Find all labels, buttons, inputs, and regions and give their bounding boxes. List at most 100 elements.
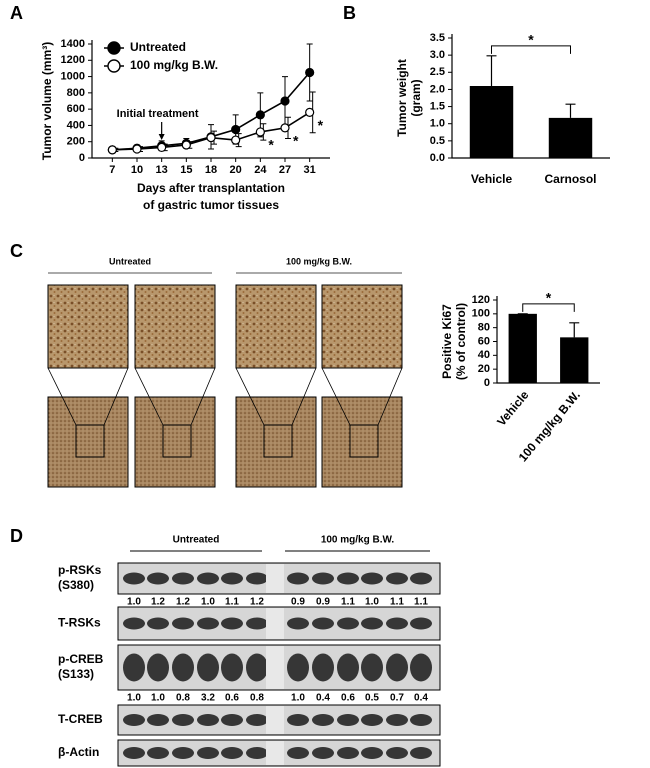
blot-band xyxy=(386,747,408,759)
blot-band xyxy=(337,617,359,630)
quant-label: 1.0 xyxy=(127,693,141,704)
point xyxy=(305,107,315,118)
blot-band xyxy=(410,714,432,726)
x-tick-label: Carnosol xyxy=(544,172,596,186)
legend-label: 100 mg/kg B.W. xyxy=(130,58,218,72)
zoom-lines xyxy=(235,367,317,426)
y-axis-label: (gram) xyxy=(409,79,423,116)
blot-band xyxy=(287,572,309,585)
y-tick-label: 120 xyxy=(472,294,490,306)
group-label: Untreated xyxy=(173,535,220,546)
y-tick-label: 40 xyxy=(478,349,490,361)
significance: * xyxy=(293,133,299,149)
x-tick-label: 10 xyxy=(131,164,143,176)
y-tick-label: 600 xyxy=(67,103,85,115)
blot-band xyxy=(147,617,169,630)
quant-label: 1.1 xyxy=(414,597,428,608)
row-label: (S133) xyxy=(58,667,94,681)
quant-label: 0.4 xyxy=(414,693,428,704)
bar xyxy=(508,313,537,383)
quant-label: 1.0 xyxy=(291,693,305,704)
micrograph xyxy=(47,396,129,488)
point xyxy=(107,145,117,155)
inset-box xyxy=(162,424,192,458)
blot-band xyxy=(361,572,383,585)
row-label: p-RSKs xyxy=(58,563,102,577)
point xyxy=(181,140,191,150)
zoom-lines xyxy=(134,367,216,426)
blot-band xyxy=(197,617,219,630)
row-label: p-CREB xyxy=(58,652,104,666)
quant-label: 0.9 xyxy=(291,597,305,608)
zoom-lines xyxy=(47,367,129,426)
group-label: Untreated xyxy=(109,256,151,266)
blot-band xyxy=(172,572,194,585)
y-tick-label: 0.0 xyxy=(430,152,445,164)
error-bar xyxy=(565,103,576,118)
blot-band xyxy=(410,653,432,682)
x-axis-label: of gastric tumor tissues xyxy=(143,198,279,212)
micrograph-zoom xyxy=(235,284,317,369)
row-label: T-RSKs xyxy=(58,616,101,630)
blot-band xyxy=(361,714,383,726)
y-tick-label: 1400 xyxy=(61,38,85,50)
micrograph-zoom xyxy=(47,284,129,369)
blot-band xyxy=(287,653,309,682)
blot-band xyxy=(123,617,145,630)
blot-band xyxy=(337,653,359,682)
x-tick-label: 13 xyxy=(156,164,168,176)
y-axis-label: (% of control) xyxy=(454,303,468,380)
quant-label: 0.5 xyxy=(365,693,379,704)
bar xyxy=(560,337,589,383)
y-tick-label: 1.0 xyxy=(430,118,445,130)
blot-band xyxy=(147,747,169,759)
quant-label: 1.0 xyxy=(201,597,215,608)
quant-label: 0.7 xyxy=(390,693,404,704)
significance: * xyxy=(546,290,552,306)
blot-band xyxy=(386,714,408,726)
blot-band xyxy=(123,714,145,726)
blot-band xyxy=(147,653,169,682)
blot-band xyxy=(246,747,268,759)
blot-band xyxy=(172,617,194,630)
error-bar xyxy=(569,322,580,338)
micrograph-zoom xyxy=(321,284,403,369)
y-tick-label: 80 xyxy=(478,322,490,334)
x-tick-label: Vehicle xyxy=(471,172,513,186)
blot-band xyxy=(172,747,194,759)
quant-label: 1.0 xyxy=(151,693,165,704)
micrograph-zoom xyxy=(134,284,216,369)
blot-band xyxy=(197,714,219,726)
panel-label: B xyxy=(343,3,356,23)
y-tick-label: 3.0 xyxy=(430,49,445,61)
panel-label: C xyxy=(10,241,23,261)
blot-band xyxy=(221,714,243,726)
blot-band xyxy=(386,617,408,630)
x-tick-label: Vehicle xyxy=(494,388,532,429)
y-tick-label: 1200 xyxy=(61,54,85,66)
blot-band xyxy=(246,653,268,682)
blot-band xyxy=(287,747,309,759)
significance: * xyxy=(528,32,534,48)
blot-band xyxy=(147,572,169,585)
blot-band xyxy=(147,714,169,726)
point xyxy=(132,144,142,154)
y-tick-label: 0.5 xyxy=(430,135,445,147)
quant-label: 0.8 xyxy=(176,693,190,704)
blot-band xyxy=(386,572,408,585)
y-tick-label: 0 xyxy=(484,377,490,389)
inset-box xyxy=(75,424,105,458)
ladder-gap xyxy=(266,706,284,734)
group-label: 100 mg/kg B.W. xyxy=(321,535,395,546)
blot-band xyxy=(246,714,268,726)
x-tick-label: 18 xyxy=(205,164,217,176)
blot-band xyxy=(197,747,219,759)
point xyxy=(255,110,265,120)
blot-band xyxy=(312,747,334,759)
blot-band xyxy=(246,572,268,585)
quant-label: 1.2 xyxy=(151,597,165,608)
annotation: Initial treatment xyxy=(117,108,199,120)
micrograph xyxy=(235,396,317,488)
